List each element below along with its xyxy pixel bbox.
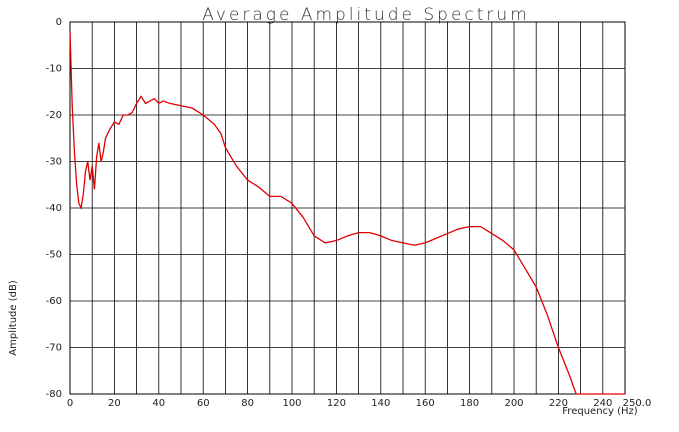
x-tick-label: 100 — [282, 398, 301, 409]
x-tick-label: 160 — [416, 398, 435, 409]
y-tick-label: 0 — [56, 17, 62, 28]
x-axis-label: Frequency (Hz) — [562, 406, 638, 417]
x-tick-label: 140 — [371, 398, 390, 409]
x-tick-label: 80 — [241, 398, 254, 409]
x-tick-label: 240 — [593, 398, 612, 409]
spectrum-line — [69, 31, 625, 395]
y-tick-label: -40 — [46, 203, 62, 214]
y-tick-label: -70 — [46, 343, 62, 354]
x-tick-label: 40 — [152, 398, 165, 409]
x-tick-label: 0 — [67, 398, 73, 409]
y-tick-label: -60 — [46, 296, 62, 307]
y-axis-label: Amplitude (dB) — [8, 280, 19, 356]
y-tick-label: -50 — [46, 250, 62, 261]
y-tick-label: -80 — [46, 389, 62, 400]
y-tick-label: -10 — [46, 64, 62, 75]
y-tick-label: -20 — [46, 110, 62, 121]
x-tick-label: 220 — [549, 398, 568, 409]
chart-title: Average Amplitude Spectrum — [202, 5, 530, 25]
y-tick-label: -30 — [46, 157, 62, 168]
x-tick-label: 20 — [108, 398, 121, 409]
x-tick-label: 180 — [460, 398, 479, 409]
x-tick-label: 200 — [504, 398, 523, 409]
x-tick-label: 120 — [327, 398, 346, 409]
x-tick-label: 250.0 — [623, 398, 652, 409]
x-tick-label: 60 — [197, 398, 210, 409]
